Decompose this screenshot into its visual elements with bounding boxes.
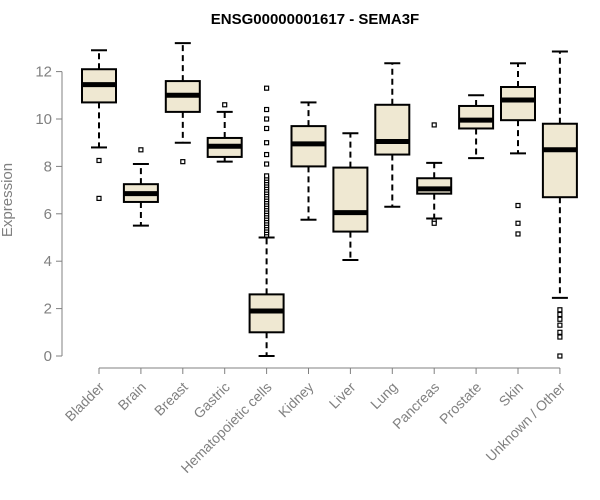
outlier-point (515, 202, 521, 209)
outlier-point (557, 353, 563, 359)
y-tick-label: 8 (44, 158, 52, 175)
outlier-point (557, 316, 563, 322)
x-tick-label: Kidney (275, 379, 317, 421)
chart-title: ENSG00000001617 - SEMA3F (211, 11, 419, 28)
x-tick-label: Brain (115, 379, 149, 413)
y-tick-label: 6 (44, 206, 52, 223)
outlier-point (222, 102, 228, 108)
outlier-point (431, 122, 437, 128)
box-group (500, 62, 536, 237)
box-iqr (374, 103, 411, 156)
x-tick-label: Liver (326, 379, 359, 412)
box-iqr (541, 122, 578, 199)
box-group (206, 102, 243, 163)
outlier-point (557, 322, 563, 328)
y-axis: 0 2 4 6 8 10 12 (35, 64, 63, 365)
outlier-point (264, 125, 270, 132)
y-axis-label: Expression (0, 163, 16, 237)
outlier-point (557, 307, 563, 313)
outlier-point (96, 157, 102, 164)
x-tick-label: Bladder (62, 379, 108, 425)
box-iqr (458, 104, 495, 130)
y-tick-label: 2 (44, 301, 52, 318)
box-iqr (332, 166, 369, 233)
x-tick-label: Breast (151, 379, 191, 419)
y-tick-label: 10 (35, 111, 52, 128)
x-tick-label: Lung (367, 379, 400, 412)
outlier-point (557, 311, 563, 318)
outlier-point (264, 116, 270, 122)
y-tick-label: 0 (44, 348, 52, 365)
box-group (248, 85, 285, 357)
outlier-point (96, 195, 102, 201)
box-group (458, 94, 495, 160)
x-tick-label: Unknown / Other (482, 379, 568, 465)
outlier-point (515, 220, 521, 226)
outlier-point (557, 329, 563, 335)
box-group (374, 62, 411, 208)
box-group (332, 132, 369, 262)
outlier-point (515, 231, 521, 237)
y-tick-label: 4 (44, 253, 52, 270)
outlier-point (264, 140, 270, 146)
box-group (122, 147, 159, 227)
box-group (81, 49, 117, 201)
boxplots (81, 42, 578, 359)
x-tick-label: Skin (496, 379, 527, 410)
outlier-point (264, 151, 270, 158)
outlier-point (138, 147, 144, 153)
box-group (541, 50, 578, 359)
outlier-point (264, 85, 270, 91)
y-tick-label: 12 (35, 64, 52, 81)
x-tick-label: Pancreas (389, 379, 442, 432)
box-iqr (500, 86, 536, 122)
box-group (416, 122, 453, 226)
outlier-point (264, 161, 270, 167)
outlier-point (180, 159, 186, 165)
outlier-point (264, 106, 270, 113)
box-group (164, 42, 201, 165)
box-group (290, 101, 327, 221)
outlier-point (557, 334, 563, 340)
x-tick-label: Prostate (436, 379, 484, 427)
outlier-point (264, 173, 270, 179)
outlier-point (431, 220, 437, 226)
